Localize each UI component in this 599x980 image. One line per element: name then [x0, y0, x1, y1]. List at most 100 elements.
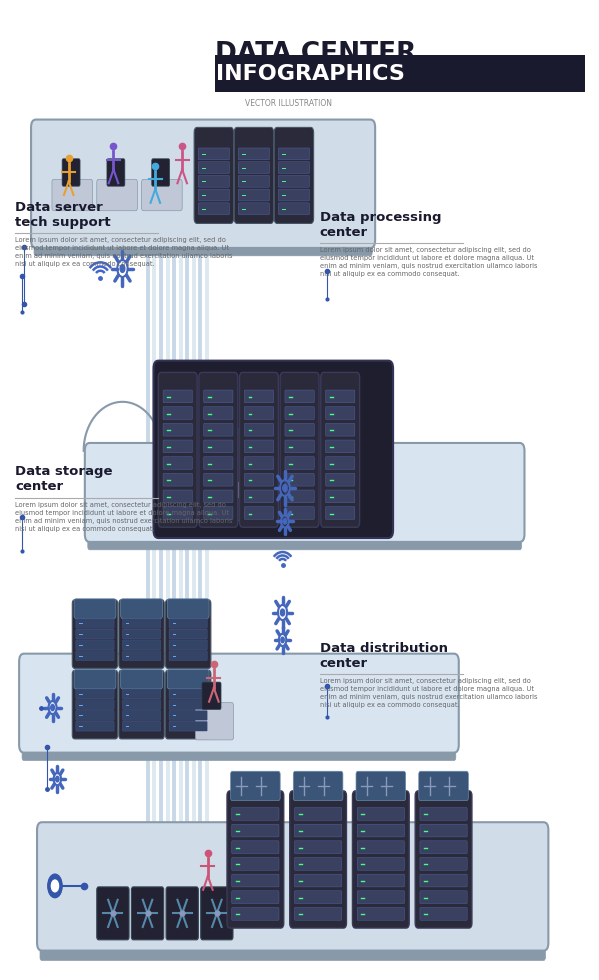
FancyBboxPatch shape	[295, 907, 341, 920]
FancyBboxPatch shape	[198, 162, 229, 173]
FancyBboxPatch shape	[326, 423, 355, 436]
Circle shape	[283, 518, 287, 524]
FancyBboxPatch shape	[72, 670, 117, 739]
FancyBboxPatch shape	[279, 148, 310, 160]
FancyBboxPatch shape	[279, 162, 310, 173]
FancyBboxPatch shape	[169, 710, 207, 720]
FancyBboxPatch shape	[141, 179, 182, 211]
FancyBboxPatch shape	[357, 841, 404, 854]
FancyBboxPatch shape	[208, 429, 244, 520]
FancyBboxPatch shape	[169, 618, 207, 628]
FancyBboxPatch shape	[19, 654, 459, 753]
FancyBboxPatch shape	[215, 55, 585, 92]
FancyBboxPatch shape	[285, 390, 314, 403]
FancyBboxPatch shape	[232, 891, 279, 904]
FancyBboxPatch shape	[326, 507, 355, 519]
FancyBboxPatch shape	[122, 629, 161, 639]
Circle shape	[48, 874, 62, 898]
Text: Data server
tech support: Data server tech support	[15, 201, 111, 229]
FancyBboxPatch shape	[122, 689, 161, 699]
FancyBboxPatch shape	[420, 858, 467, 870]
FancyBboxPatch shape	[420, 907, 467, 920]
FancyBboxPatch shape	[274, 127, 314, 223]
FancyBboxPatch shape	[122, 721, 161, 731]
FancyBboxPatch shape	[326, 457, 355, 469]
FancyBboxPatch shape	[232, 874, 279, 887]
FancyBboxPatch shape	[240, 372, 279, 527]
FancyBboxPatch shape	[295, 891, 341, 904]
FancyBboxPatch shape	[326, 473, 355, 486]
Text: Data processing
center: Data processing center	[320, 211, 441, 239]
FancyBboxPatch shape	[420, 841, 467, 854]
FancyBboxPatch shape	[199, 372, 238, 527]
FancyBboxPatch shape	[244, 490, 274, 503]
FancyBboxPatch shape	[326, 490, 355, 503]
FancyBboxPatch shape	[204, 440, 233, 453]
FancyBboxPatch shape	[120, 669, 162, 689]
FancyBboxPatch shape	[158, 372, 197, 527]
FancyBboxPatch shape	[202, 682, 221, 710]
FancyBboxPatch shape	[169, 640, 207, 650]
FancyBboxPatch shape	[166, 887, 198, 940]
FancyBboxPatch shape	[31, 120, 375, 248]
FancyBboxPatch shape	[238, 175, 270, 187]
Circle shape	[280, 609, 285, 616]
FancyBboxPatch shape	[285, 423, 314, 436]
FancyBboxPatch shape	[97, 179, 137, 211]
FancyBboxPatch shape	[74, 669, 116, 689]
Circle shape	[281, 637, 285, 643]
FancyBboxPatch shape	[204, 507, 233, 519]
FancyBboxPatch shape	[238, 148, 270, 160]
FancyBboxPatch shape	[165, 670, 211, 739]
FancyBboxPatch shape	[52, 179, 93, 211]
FancyBboxPatch shape	[163, 490, 192, 503]
FancyBboxPatch shape	[285, 457, 314, 469]
FancyBboxPatch shape	[204, 407, 233, 419]
FancyBboxPatch shape	[198, 175, 229, 187]
FancyBboxPatch shape	[152, 159, 170, 186]
FancyBboxPatch shape	[419, 771, 468, 801]
FancyBboxPatch shape	[279, 189, 310, 201]
FancyBboxPatch shape	[201, 887, 233, 940]
FancyBboxPatch shape	[165, 600, 211, 668]
FancyBboxPatch shape	[420, 891, 467, 904]
FancyBboxPatch shape	[169, 689, 207, 699]
FancyBboxPatch shape	[357, 824, 404, 837]
FancyBboxPatch shape	[356, 771, 406, 801]
FancyBboxPatch shape	[76, 618, 114, 628]
FancyBboxPatch shape	[163, 423, 192, 436]
FancyBboxPatch shape	[279, 175, 310, 187]
FancyBboxPatch shape	[131, 887, 164, 940]
FancyBboxPatch shape	[62, 159, 80, 186]
FancyBboxPatch shape	[238, 203, 270, 215]
Circle shape	[56, 776, 59, 782]
FancyBboxPatch shape	[232, 824, 279, 837]
FancyBboxPatch shape	[198, 189, 229, 201]
FancyBboxPatch shape	[295, 808, 341, 820]
FancyBboxPatch shape	[198, 148, 229, 160]
FancyBboxPatch shape	[119, 670, 164, 739]
FancyBboxPatch shape	[194, 127, 234, 223]
FancyBboxPatch shape	[163, 440, 192, 453]
FancyBboxPatch shape	[85, 443, 525, 542]
FancyBboxPatch shape	[227, 791, 284, 928]
Text: Data storage
center: Data storage center	[15, 466, 113, 494]
FancyBboxPatch shape	[163, 507, 192, 519]
FancyBboxPatch shape	[326, 407, 355, 419]
Text: Lorem ipsum dolor sit amet, consectetur adipiscing elit, sed do
eiusmod tempor i: Lorem ipsum dolor sit amet, consectetur …	[15, 502, 232, 532]
FancyBboxPatch shape	[295, 841, 341, 854]
FancyBboxPatch shape	[169, 721, 207, 731]
Text: Lorem ipsum dolor sit amet, consectetur adipiscing elit, sed do
eiusmod tempor i: Lorem ipsum dolor sit amet, consectetur …	[320, 678, 537, 709]
Text: INFOGRAPHICS: INFOGRAPHICS	[216, 64, 405, 83]
FancyBboxPatch shape	[285, 473, 314, 486]
FancyBboxPatch shape	[107, 159, 125, 186]
Circle shape	[51, 705, 55, 710]
FancyBboxPatch shape	[326, 440, 355, 453]
FancyBboxPatch shape	[357, 808, 404, 820]
FancyBboxPatch shape	[169, 629, 207, 639]
FancyBboxPatch shape	[72, 600, 117, 668]
FancyBboxPatch shape	[76, 629, 114, 639]
FancyBboxPatch shape	[244, 407, 274, 419]
FancyBboxPatch shape	[163, 390, 192, 403]
FancyBboxPatch shape	[357, 874, 404, 887]
